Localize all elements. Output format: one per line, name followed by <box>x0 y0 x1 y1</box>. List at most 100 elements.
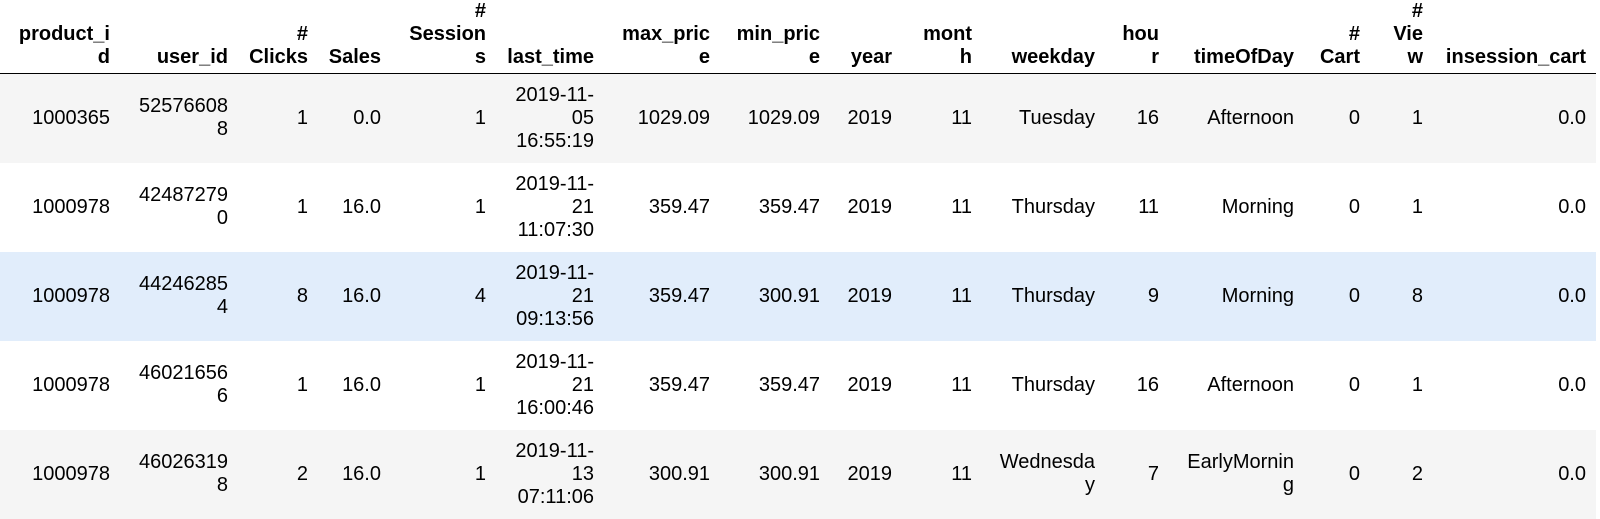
cell-weekday: Thursday <box>1011 284 1095 307</box>
cell-time-of-day: Morning <box>1221 284 1294 307</box>
cell-weekday: Thursday <box>1011 373 1095 396</box>
col-header-sessions[interactable]: # Sessions <box>391 0 496 74</box>
cell-hour: 16 <box>1136 106 1159 129</box>
cell-time-of-day: EarlyMorning <box>1187 451 1294 496</box>
col-header-clicks[interactable]: # Clicks <box>238 0 318 74</box>
cell-sessions: 1 <box>474 106 486 129</box>
table-row[interactable]: 1000978 442462854 8 16.0 4 2019-11-21 09:13:5… <box>0 251 1596 341</box>
cell-last-time: 2019-11-21 16:00:46 <box>515 350 594 419</box>
cell-max-price: 300.91 <box>648 462 710 485</box>
col-header-cart[interactable]: # Cart <box>1304 0 1370 74</box>
col-header-year[interactable]: year <box>830 0 902 74</box>
cell-time-of-day: Afternoon <box>1207 106 1294 129</box>
cell-cart: 0 <box>1348 284 1360 307</box>
cell-insession-cart: 0.0 <box>1558 373 1586 396</box>
cell-cart: 0 <box>1348 373 1360 396</box>
col-header-last-time[interactable]: last_time <box>496 0 604 74</box>
cell-insession-cart: 0.0 <box>1558 462 1586 485</box>
table-header: product_id user_id # Clicks Sales # Sess… <box>0 0 1596 74</box>
table-row[interactable]: 1000365 525766088 1 0.0 1 2019-11-05 16:55:19… <box>0 73 1596 163</box>
cell-hour: 11 <box>1138 195 1159 218</box>
cell-min-price: 300.91 <box>758 284 820 307</box>
table-row[interactable]: 1000978 460263198 2 16.0 1 2019-11-13 07:11:0… <box>0 429 1596 519</box>
cell-sales: 0.0 <box>353 106 381 129</box>
cell-user-id: 460216566 <box>139 362 228 407</box>
cell-year: 2019 <box>847 106 893 129</box>
col-header-product-id[interactable]: product_id <box>0 0 120 74</box>
cell-sales: 16.0 <box>342 373 381 396</box>
cell-insession-cart: 0.0 <box>1558 284 1586 307</box>
cell-cart: 0 <box>1348 195 1360 218</box>
col-header-time-of-day[interactable]: timeOfDay <box>1169 0 1304 74</box>
cell-sessions: 4 <box>474 284 486 307</box>
cell-view: 1 <box>1411 373 1423 396</box>
cell-clicks: 1 <box>296 373 308 396</box>
cell-month: 11 <box>951 195 972 218</box>
cell-max-price: 359.47 <box>648 373 710 396</box>
cell-time-of-day: Morning <box>1221 195 1294 218</box>
col-header-view[interactable]: # View <box>1370 0 1433 74</box>
table-row[interactable]: 1000978 424872790 1 16.0 1 2019-11-21 11:07:3… <box>0 162 1596 252</box>
cell-month: 11 <box>951 106 972 129</box>
cell-hour: 16 <box>1136 373 1159 396</box>
col-header-insession-cart[interactable]: insession_cart <box>1433 0 1596 74</box>
cell-last-time: 2019-11-21 09:13:56 <box>515 261 594 330</box>
cell-clicks: 1 <box>296 195 308 218</box>
col-header-user-id[interactable]: user_id <box>120 0 238 74</box>
cell-view: 8 <box>1411 284 1423 307</box>
col-header-min-price[interactable]: min_price <box>720 0 830 74</box>
cell-year: 2019 <box>847 284 893 307</box>
cell-user-id: 460263198 <box>139 451 228 496</box>
cell-max-price: 1029.09 <box>637 106 710 129</box>
cell-weekday: Wednesday <box>999 451 1095 496</box>
cell-insession-cart: 0.0 <box>1558 106 1586 129</box>
cell-min-price: 359.47 <box>758 195 820 218</box>
cell-sales: 16.0 <box>342 284 381 307</box>
header-row: product_id user_id # Clicks Sales # Sess… <box>0 0 1596 74</box>
cell-last-time: 2019-11-21 11:07:30 <box>515 172 594 241</box>
cell-user-id: 525766088 <box>139 95 228 141</box>
table-row[interactable]: 1000978 460216566 1 16.0 1 2019-11-21 16:00:4… <box>0 340 1596 430</box>
cell-sales: 16.0 <box>342 195 381 218</box>
cell-hour: 9 <box>1147 284 1159 307</box>
col-header-sales[interactable]: Sales <box>318 0 391 74</box>
cell-view: 1 <box>1411 195 1423 218</box>
cell-last-time: 2019-11-13 07:11:06 <box>515 439 594 508</box>
cell-user-id: 442462854 <box>139 273 228 318</box>
cell-clicks: 2 <box>296 462 308 485</box>
cell-month: 11 <box>951 284 972 307</box>
table-body: 1000365 525766088 1 0.0 1 2019-11-05 16:55:19… <box>0 73 1596 519</box>
col-header-hour[interactable]: hour <box>1105 0 1169 74</box>
cell-month: 11 <box>951 462 972 485</box>
cell-sessions: 1 <box>474 462 486 485</box>
cell-product-id: 1000978 <box>32 373 110 396</box>
cell-sales: 16.0 <box>342 462 381 485</box>
cell-year: 2019 <box>847 462 893 485</box>
col-header-weekday[interactable]: weekday <box>982 0 1105 74</box>
cell-sessions: 1 <box>474 195 486 218</box>
cell-view: 2 <box>1411 462 1423 485</box>
cell-min-price: 300.91 <box>758 462 820 485</box>
cell-min-price: 1029.09 <box>747 106 820 129</box>
cell-product-id: 1000365 <box>32 106 110 129</box>
cell-weekday: Tuesday <box>1019 106 1095 129</box>
cell-time-of-day: Afternoon <box>1207 373 1294 396</box>
cell-view: 1 <box>1411 106 1423 129</box>
cell-max-price: 359.47 <box>648 284 710 307</box>
cell-year: 2019 <box>847 195 893 218</box>
cell-weekday: Thursday <box>1011 195 1095 218</box>
cell-cart: 0 <box>1348 106 1360 129</box>
cell-user-id: 424872790 <box>139 184 228 229</box>
cell-product-id: 1000978 <box>32 462 110 485</box>
cell-max-price: 359.47 <box>648 195 710 218</box>
cell-clicks: 1 <box>296 106 308 129</box>
col-header-max-price[interactable]: max_price <box>604 0 720 74</box>
cell-sessions: 1 <box>474 373 486 396</box>
cell-cart: 0 <box>1348 462 1360 485</box>
col-header-month[interactable]: month <box>902 0 982 74</box>
cell-product-id: 1000978 <box>32 284 110 307</box>
cell-insession-cart: 0.0 <box>1558 195 1586 218</box>
cell-hour: 7 <box>1147 462 1159 485</box>
cell-min-price: 359.47 <box>758 373 820 396</box>
